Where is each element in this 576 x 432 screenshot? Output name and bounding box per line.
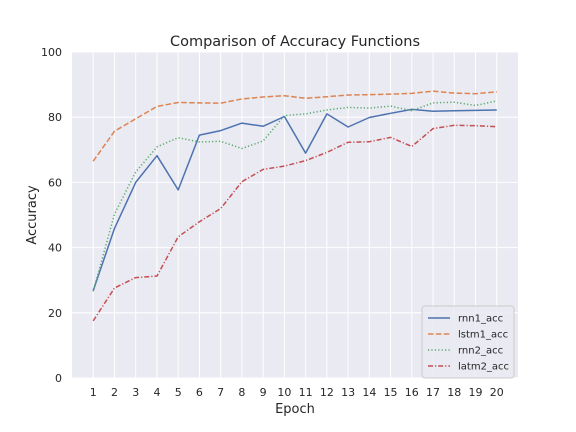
legend-label: latm2_acc <box>458 362 509 373</box>
x-tick-label: 9 <box>260 386 267 399</box>
x-tick-label: 1 <box>90 386 97 399</box>
legend-label: rnn2_acc <box>458 346 503 357</box>
x-tick-label: 4 <box>153 386 160 399</box>
x-tick-label: 10 <box>277 386 291 399</box>
series-lines <box>92 90 497 322</box>
x-tick-label: 14 <box>362 386 376 399</box>
y-axis-label: Accuracy <box>25 185 40 245</box>
y-tick-label: 40 <box>48 242 62 255</box>
y-tick-label: 100 <box>41 46 62 59</box>
series-line-lstm1_acc <box>92 90 497 162</box>
x-tick-label: 2 <box>111 386 118 399</box>
x-tick-label: 8 <box>238 386 245 399</box>
y-tick-label: 60 <box>48 176 62 189</box>
x-tick-label: 18 <box>447 386 461 399</box>
x-tick-label: 13 <box>341 386 355 399</box>
y-tick-label: 80 <box>48 111 62 124</box>
x-tick-label: 17 <box>426 386 440 399</box>
y-tick-label: 0 <box>55 372 62 385</box>
x-tick-label: 5 <box>175 386 182 399</box>
x-tick-label: 6 <box>196 386 203 399</box>
chart-title: Comparison of Accuracy Functions <box>170 34 420 50</box>
x-tick-label: 3 <box>132 386 139 399</box>
legend-box <box>421 305 515 379</box>
y-axis-ticks: 0 20 40 60 80 100 <box>41 46 62 385</box>
y-tick-label: 20 <box>48 307 62 320</box>
legend: rnn1_acc lstm1_acc rnn2_acc latm2_acc <box>421 305 515 379</box>
x-tick-label: 11 <box>299 386 313 399</box>
x-tick-label: 7 <box>217 386 224 399</box>
x-tick-label: 12 <box>320 386 334 399</box>
legend-label: lstm1_acc <box>458 330 508 341</box>
x-tick-label: 20 <box>490 386 504 399</box>
x-tick-label: 15 <box>384 386 398 399</box>
x-axis-ticks: 1 2 3 4 5 6 7 8 9 10 11 12 13 14 15 16 17 18 19 20 <box>90 386 504 399</box>
series-line-rnn2_acc <box>92 100 497 292</box>
series-line-rnn1_acc <box>92 108 497 291</box>
x-tick-label: 19 <box>469 386 483 399</box>
x-tick-label: 16 <box>405 386 419 399</box>
legend-label: rnn1_acc <box>458 314 503 325</box>
x-axis-label: Epoch <box>275 402 315 417</box>
